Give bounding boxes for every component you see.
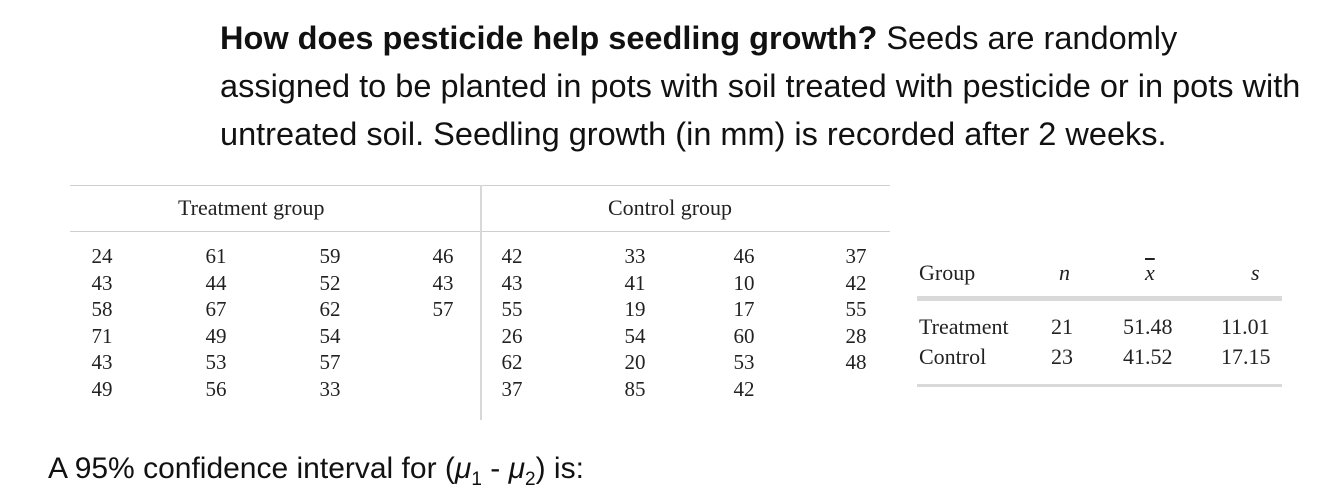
table-cell: 56 — [205, 376, 227, 401]
control-column-4: 37 42 55 28 48 — [836, 243, 876, 376]
summary-header-xbar: x — [1145, 260, 1155, 285]
table-cell: 19 — [624, 297, 646, 321]
subscript-1: 1 — [471, 469, 482, 490]
table-cell: 46 — [733, 244, 755, 268]
table-cell: 17 — [733, 297, 755, 321]
table-cell: 67 — [205, 297, 227, 321]
summary-row-treatment-group: Treatment — [919, 314, 1009, 339]
summary-header-s: s — [1251, 260, 1260, 285]
summary-header-group: Group — [919, 260, 976, 285]
summary-row-control-group: Control — [919, 344, 987, 369]
table-cell: 85 — [624, 376, 646, 401]
control-column-2: 33 41 19 54 20 85 — [615, 243, 655, 402]
table-cell: 46 — [432, 244, 454, 268]
table-cell: 33 — [624, 244, 646, 268]
table-cell: 44 — [205, 270, 227, 295]
table-cell: 61 — [205, 244, 227, 268]
table-cell: 59 — [319, 244, 341, 268]
subscript-2: 2 — [525, 469, 536, 490]
table-cell: 28 — [845, 323, 867, 348]
table-cell: 58 — [91, 297, 113, 321]
table-cell: 43 — [91, 270, 113, 295]
prompt-text-after: ) is: — [535, 452, 584, 485]
table-cell: 26 — [501, 323, 523, 348]
table-cell: 24 — [91, 244, 113, 268]
treatment-group-header: Treatment group — [178, 195, 325, 220]
table-cell: 49 — [205, 323, 227, 348]
summary-bottom-rule — [917, 384, 1282, 387]
table-cell: 53 — [205, 350, 227, 374]
mu-symbol: μ — [508, 452, 526, 485]
table-cell: 55 — [501, 297, 523, 321]
control-column-3: 46 10 17 60 53 42 — [724, 243, 764, 402]
treatment-column-3: 59 52 62 54 57 33 — [310, 243, 350, 402]
table-cell: 33 — [319, 376, 341, 401]
table-cell: 53 — [733, 350, 755, 374]
summary-row-control-n: 23 — [1051, 344, 1073, 369]
summary-header-n: n — [1059, 260, 1070, 285]
table-cell: 43 — [432, 270, 454, 295]
control-column-1: 42 43 55 26 62 37 — [492, 243, 532, 402]
table-cell: 49 — [91, 376, 113, 401]
question-body: Seeds are randomly assigned to be plante… — [220, 20, 1301, 152]
group-divider — [480, 185, 482, 420]
table-cell: 62 — [501, 350, 523, 374]
summary-statistics-table: Group n x s Treatment 21 51.48 11.01 Con… — [917, 250, 1282, 390]
table-cell: 52 — [319, 270, 341, 295]
prompt-minus: - — [481, 452, 509, 485]
treatment-column-4: 46 43 57 — [423, 243, 463, 323]
treatment-column-2: 61 44 67 49 53 56 — [196, 243, 236, 402]
table-cell: 42 — [501, 244, 523, 268]
table-cell: 20 — [624, 350, 646, 374]
summary-row-control-xbar: 41.52 — [1123, 344, 1173, 369]
table-cell: 42 — [845, 270, 867, 295]
table-cell: 71 — [91, 323, 113, 348]
table-cell: 42 — [733, 376, 755, 401]
summary-row-treatment-s: 11.01 — [1221, 314, 1270, 339]
table-cell: 41 — [624, 270, 646, 295]
table-cell: 62 — [319, 297, 341, 321]
table-cell: 55 — [845, 297, 867, 321]
table-cell: 10 — [733, 270, 755, 295]
table-cell: 54 — [319, 323, 341, 348]
table-cell: 48 — [845, 350, 867, 374]
table-cell: 60 — [733, 323, 755, 348]
control-group-header: Control group — [608, 195, 733, 220]
table-cell: 37 — [501, 376, 523, 401]
treatment-column-1: 24 43 58 71 43 49 — [82, 243, 122, 402]
table-cell: 57 — [319, 350, 341, 374]
table-cell: 54 — [624, 323, 646, 348]
seedling-data-table: Treatment group Control group 24 43 58 7… — [70, 185, 890, 420]
table-cell: 43 — [501, 270, 523, 295]
confidence-interval-prompt: A 95% confidence interval for (μ1 - μ2) … — [48, 452, 584, 491]
mu-symbol: μ — [454, 452, 472, 485]
summary-header-rule — [917, 296, 1282, 301]
table-cell: 43 — [91, 350, 113, 374]
table-cell: 57 — [432, 297, 454, 321]
prompt-text-before: A 95% confidence interval for ( — [48, 452, 455, 485]
summary-row-treatment-n: 21 — [1051, 314, 1073, 339]
question-text: How does pesticide help seedling growth?… — [220, 14, 1310, 158]
table-cell: 37 — [845, 244, 867, 268]
summary-row-control-s: 17.15 — [1221, 344, 1271, 369]
question-title: How does pesticide help seedling growth? — [220, 20, 878, 56]
summary-row-treatment-xbar: 51.48 — [1123, 314, 1173, 339]
